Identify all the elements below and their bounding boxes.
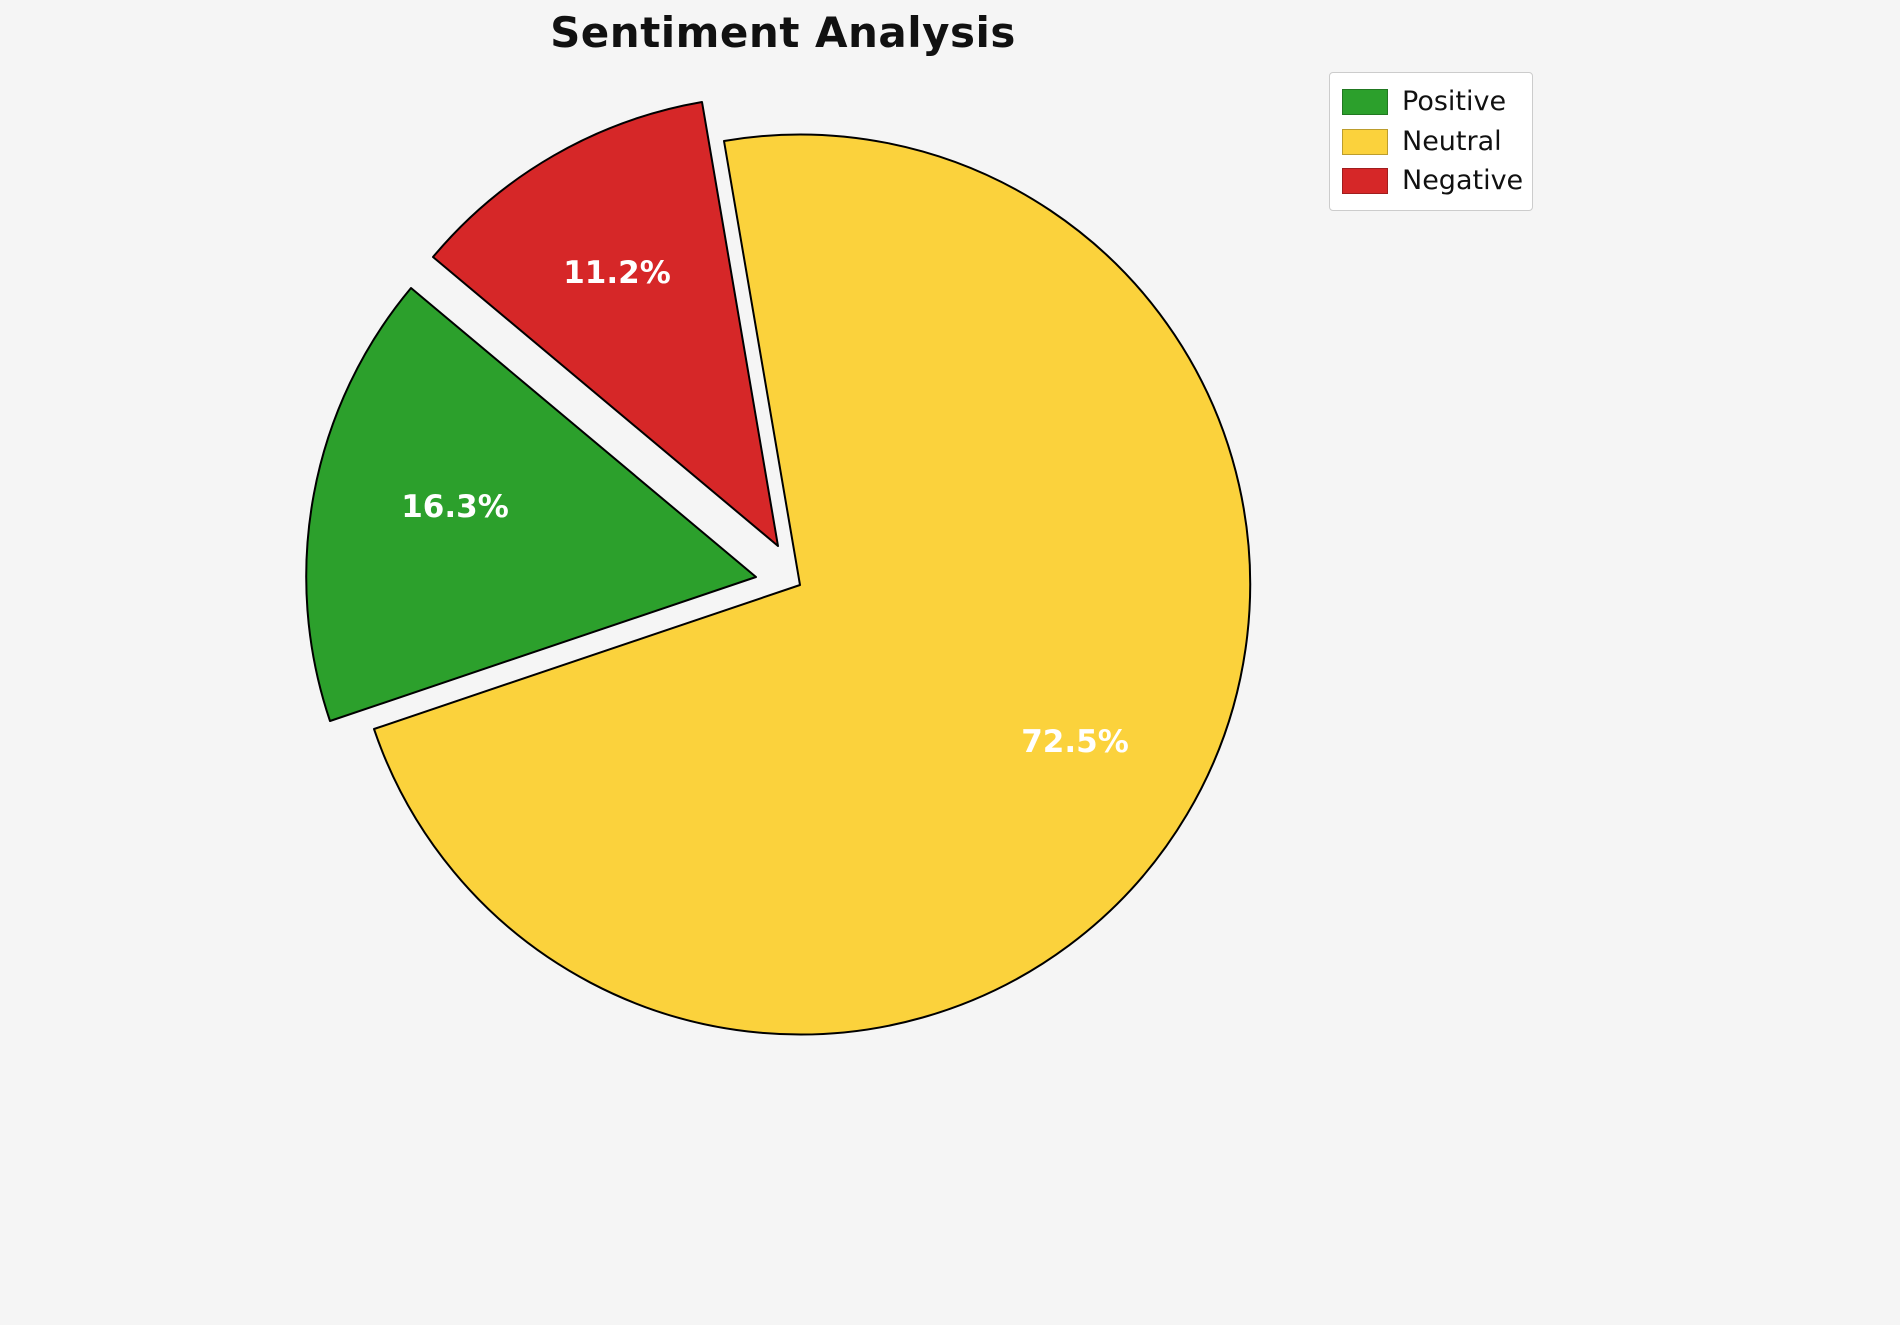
- legend: Positive Neutral Negative: [1329, 72, 1533, 212]
- legend-label-neutral: Neutral: [1402, 125, 1502, 157]
- pie-slice-positive: [305, 287, 757, 722]
- legend-item-negative: Negative: [1330, 161, 1532, 201]
- legend-label-positive: Positive: [1402, 86, 1507, 117]
- legend-item-positive: Positive: [1330, 82, 1532, 122]
- legend-swatch-neutral: [1342, 128, 1388, 155]
- pie-label-neutral-pct: 72.5%: [1021, 724, 1129, 760]
- legend-item-neutral: Neutral: [1330, 122, 1532, 162]
- pie-label-positive-pct: 16.3%: [401, 489, 509, 525]
- pie-slice-negative: [432, 101, 779, 547]
- pie-label-negative-pct: 11.2%: [563, 255, 671, 291]
- legend-swatch-positive: [1342, 88, 1388, 115]
- legend-swatch-negative: [1342, 168, 1388, 195]
- pie-slice-neutral: [373, 133, 1252, 1036]
- chart-title: Sentiment Analysis: [550, 8, 1016, 57]
- legend-label-negative: Negative: [1402, 165, 1524, 197]
